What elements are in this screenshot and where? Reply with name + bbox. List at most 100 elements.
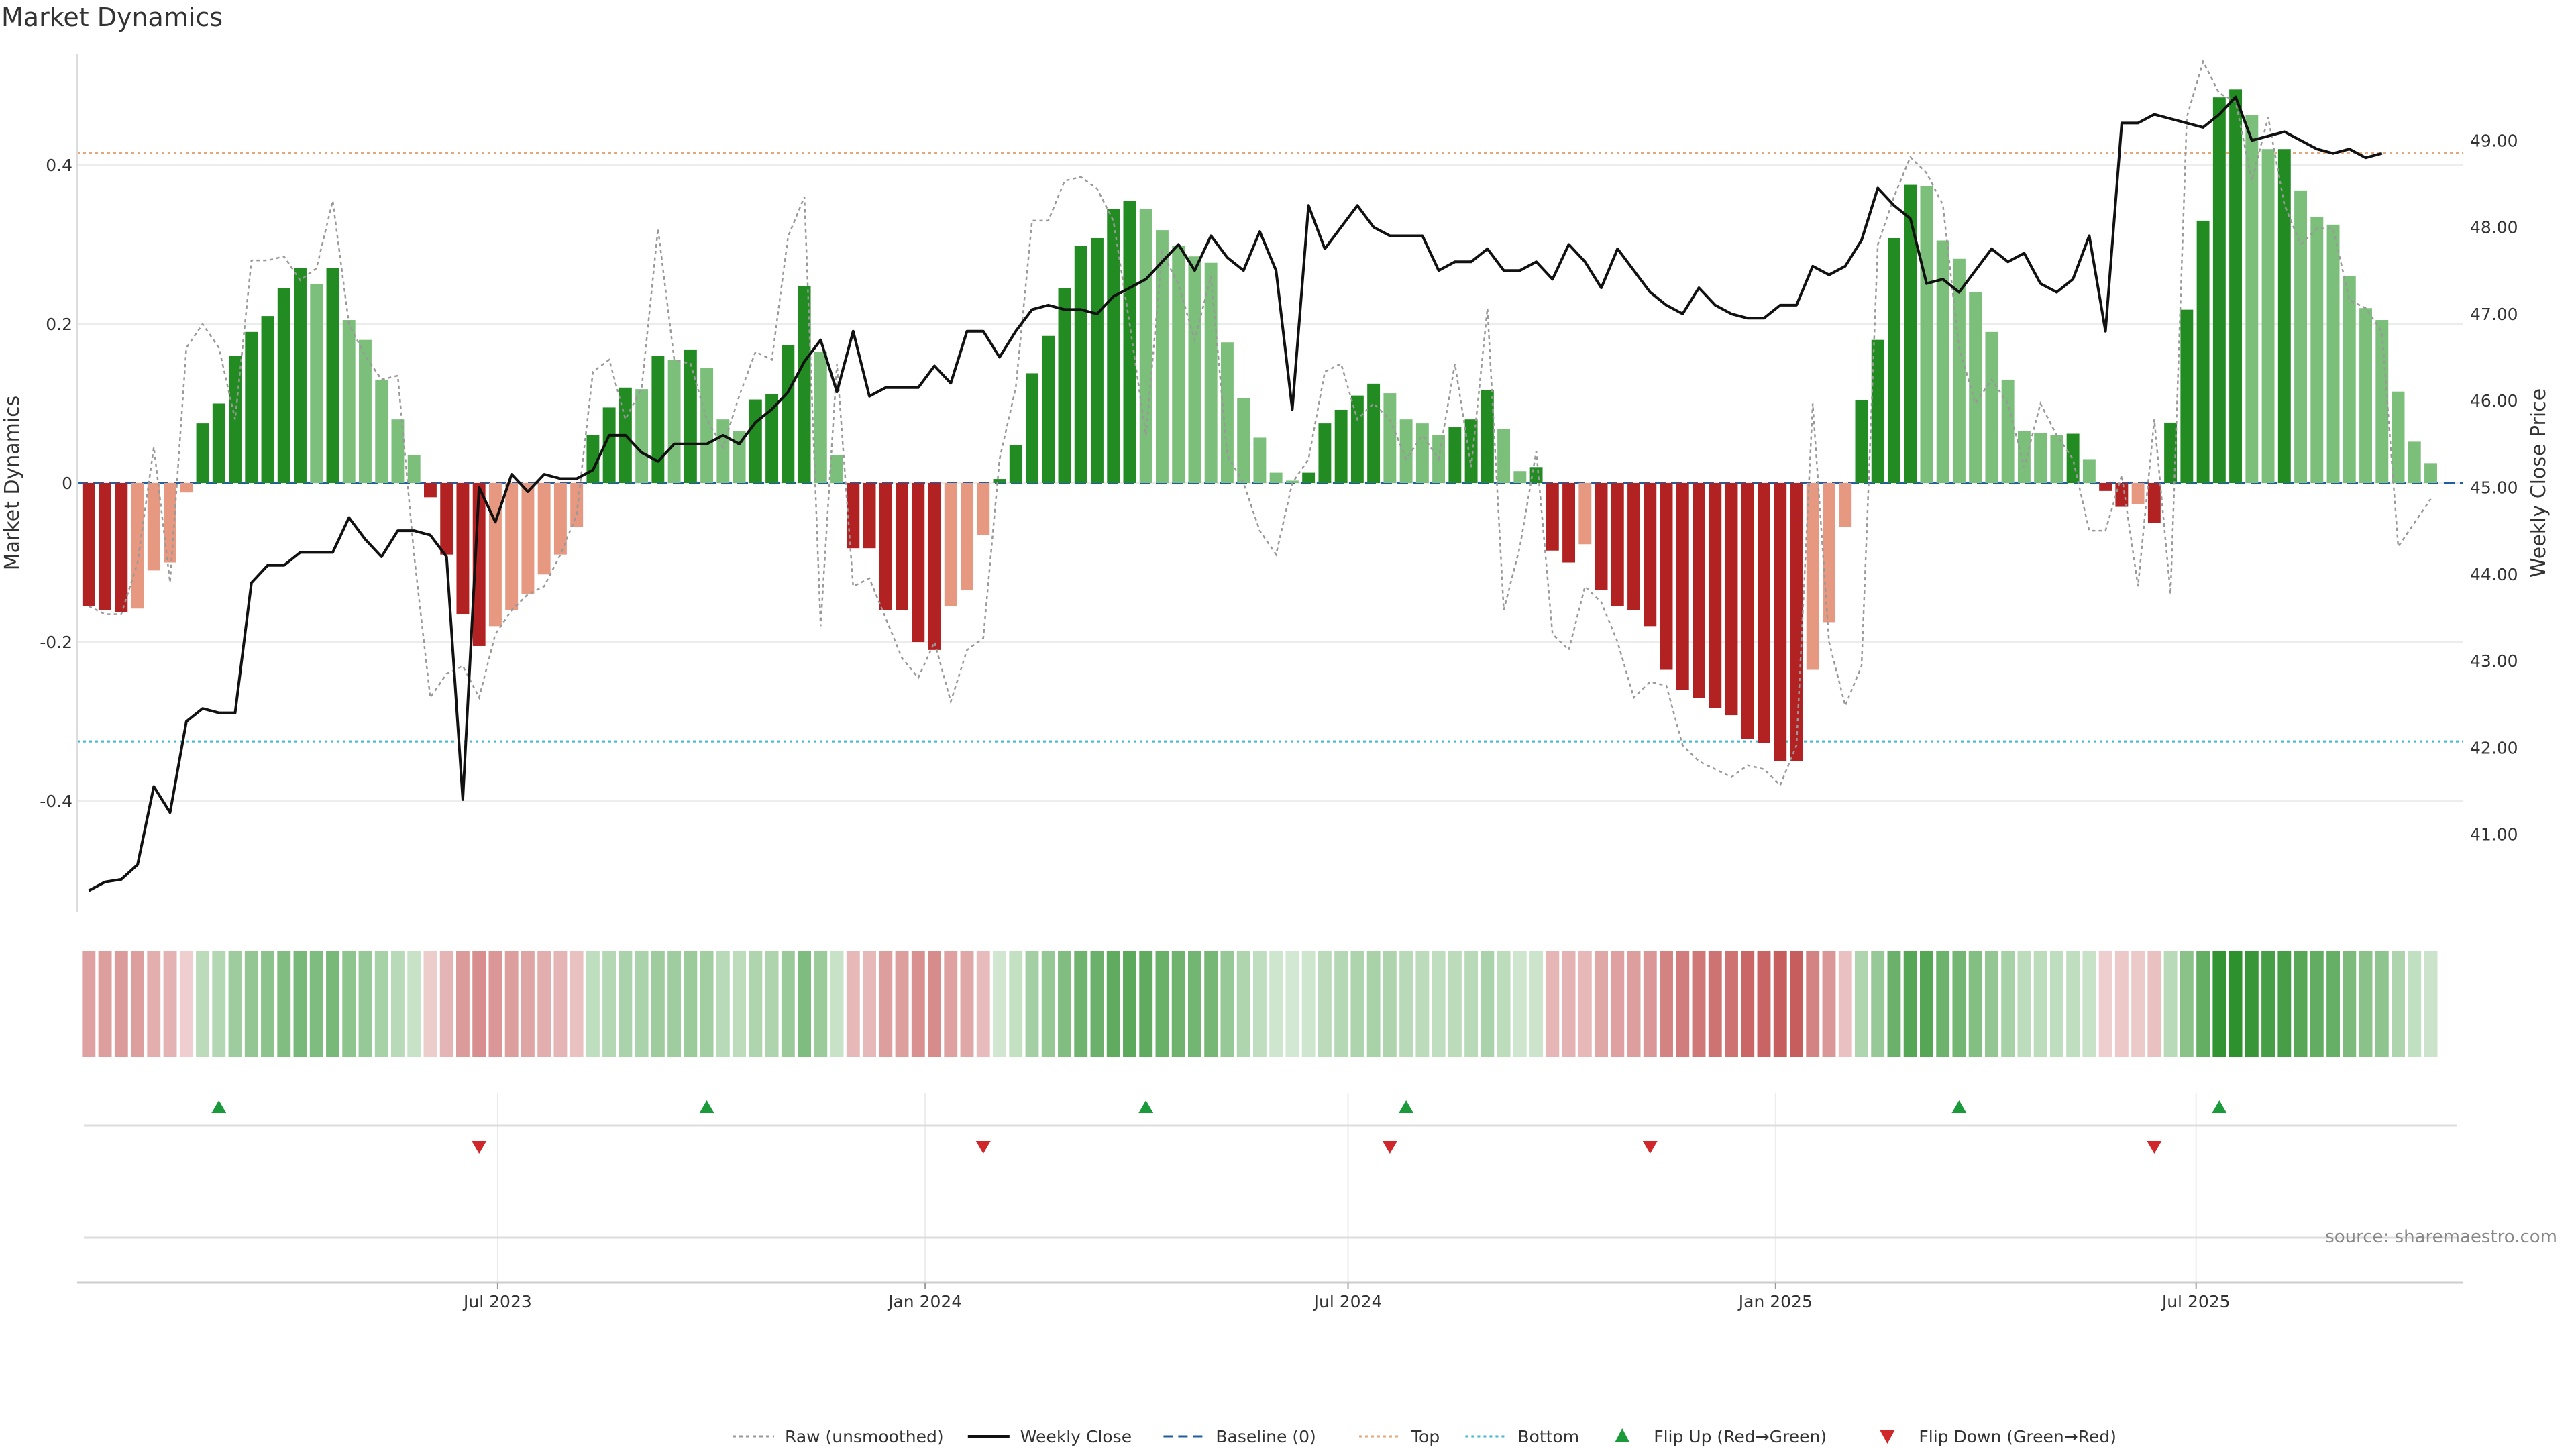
dynamics-bar <box>212 403 225 483</box>
heat-cell <box>1123 951 1136 1057</box>
dynamics-bar <box>1497 429 1511 483</box>
dynamics-bar <box>1693 483 1705 698</box>
dynamics-bar <box>847 483 860 549</box>
dynamics-bar <box>1985 331 1998 483</box>
dynamics-bar <box>1237 398 1250 483</box>
heat-cell <box>1025 951 1039 1057</box>
heat-cell <box>2001 951 2015 1057</box>
heat-cell <box>944 951 958 1057</box>
heat-cell <box>553 951 568 1057</box>
dynamics-bar <box>570 483 584 527</box>
right-tick-label: 47.00 <box>2470 305 2518 324</box>
dynamics-bar <box>765 394 779 483</box>
dynamics-bar <box>700 368 714 483</box>
heat-cell <box>2359 951 2373 1057</box>
heat-cell <box>1090 951 1104 1057</box>
heat-cell <box>911 951 925 1057</box>
dynamics-bar <box>2294 190 2308 483</box>
heat-cell <box>570 951 584 1057</box>
dynamics-bar <box>115 483 128 612</box>
heat-cell <box>879 951 893 1057</box>
heat-cell <box>1708 951 1722 1057</box>
heat-cell <box>830 951 844 1057</box>
heat-cell <box>2261 951 2275 1057</box>
dynamics-bar <box>2392 391 2405 483</box>
heat-cell <box>2424 951 2438 1057</box>
dynamics-bar <box>310 284 323 483</box>
dynamics-bar <box>1481 390 1494 483</box>
dynamics-bar <box>375 379 388 483</box>
heat-cell <box>1106 951 1120 1057</box>
dynamics-bar <box>2212 97 2226 483</box>
dynamics-bar <box>879 483 892 610</box>
dynamics-bar <box>326 268 339 483</box>
heat-cell <box>1660 951 1673 1057</box>
dynamics-bar <box>456 483 470 614</box>
heat-cell <box>131 951 144 1057</box>
dynamics-bar <box>749 399 762 483</box>
legend-item: Bottom <box>1465 1427 1579 1446</box>
x-tick-label: Jul 2023 <box>462 1292 532 1311</box>
heat-cell <box>1334 951 1348 1057</box>
dynamics-bar <box>1790 483 1803 761</box>
heat-cell <box>1236 951 1250 1057</box>
dynamics-bar <box>1448 427 1462 483</box>
heat-cell <box>700 951 714 1057</box>
dynamics-bar <box>2375 320 2389 483</box>
grid-lines <box>77 164 2463 1283</box>
heat-cell <box>504 951 519 1057</box>
dynamics-bar <box>342 320 356 483</box>
heat-cell <box>1058 951 1071 1057</box>
dynamics-bar <box>1269 472 1283 483</box>
heat-cell <box>2343 951 2357 1057</box>
dynamics-bar <box>1758 483 1770 743</box>
dynamics-bar <box>1464 419 1478 483</box>
heat-cell <box>2049 951 2063 1057</box>
dynamics-bar <box>1123 201 1136 483</box>
heat-cell <box>2017 951 2031 1057</box>
flip-markers <box>211 1100 2227 1154</box>
heat-cell <box>1936 951 1950 1057</box>
dynamics-bar <box>180 483 193 493</box>
heat-cell <box>602 951 616 1057</box>
dynamics-bar <box>830 455 844 483</box>
flip-up-marker <box>1399 1100 1414 1113</box>
dynamics-bar <box>391 419 405 483</box>
heat-cell <box>960 951 974 1057</box>
heat-cell <box>277 951 291 1057</box>
heat-cell <box>1676 951 1690 1057</box>
dynamics-bar <box>1660 483 1673 670</box>
legend-label: Top <box>1411 1427 1440 1446</box>
heat-cell <box>1822 951 1836 1057</box>
heat-cell <box>2392 951 2405 1057</box>
heat-cell <box>1350 951 1364 1057</box>
right-tick-label: 45.00 <box>2470 478 2518 497</box>
heat-cell <box>1366 951 1381 1057</box>
flip-up-marker <box>211 1100 227 1113</box>
heat-cell <box>1984 951 1998 1057</box>
dynamics-bar <box>2359 308 2372 483</box>
legend-label: Weekly Close <box>1020 1427 1132 1446</box>
dynamics-bar <box>2229 89 2243 484</box>
heat-cell <box>244 951 258 1057</box>
heat-cell <box>1171 951 1185 1057</box>
dynamics-bar <box>2326 224 2340 483</box>
flip-down-marker <box>975 1141 991 1154</box>
dynamics-bar <box>2277 149 2291 483</box>
heat-cell <box>586 951 600 1057</box>
heat-cell <box>635 951 649 1057</box>
heat-cell <box>1903 951 1917 1057</box>
heat-cell <box>1269 951 1283 1057</box>
heat-cell <box>1301 951 1316 1057</box>
dynamics-bar <box>1839 483 1852 527</box>
heat-cell <box>326 951 339 1057</box>
dynamics-bar <box>716 419 730 483</box>
heat-cell <box>863 951 876 1057</box>
dynamics-bar <box>245 331 258 483</box>
flip-up-marker <box>1951 1100 1967 1113</box>
dynamics-bar <box>2261 149 2275 483</box>
heat-cell <box>1773 951 1787 1057</box>
flip-up-marker <box>699 1100 714 1113</box>
heat-cell <box>651 951 665 1057</box>
dynamics-bar <box>961 483 973 590</box>
